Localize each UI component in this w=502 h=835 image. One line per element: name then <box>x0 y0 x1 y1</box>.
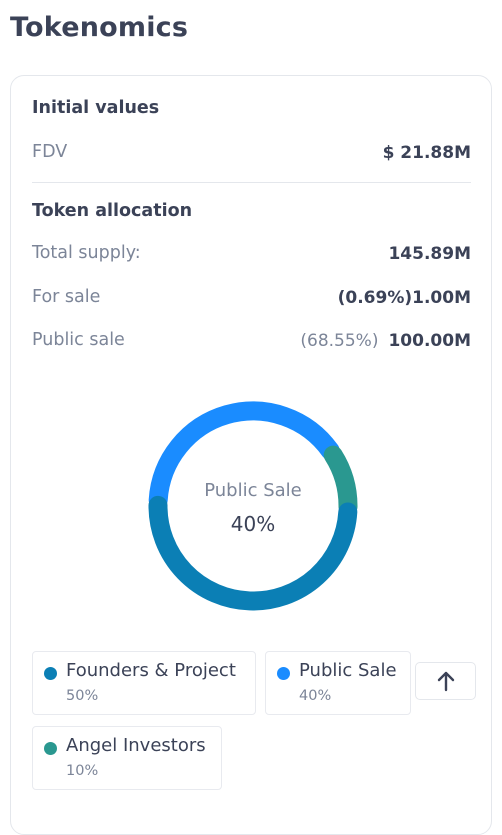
legend-dot-icon <box>277 667 290 680</box>
donut-slice-founders-project[interactable] <box>148 495 358 611</box>
public-sale-value-row: (68.55%) 100.00M <box>300 331 471 351</box>
token-allocation-heading: Token allocation <box>32 201 193 221</box>
initial-values-heading: Initial values <box>32 98 160 118</box>
section-divider <box>32 182 471 183</box>
legend-dot-icon <box>44 742 57 755</box>
scroll-to-top-button[interactable] <box>415 662 476 700</box>
donut-chart <box>11 76 493 636</box>
total-supply-label: Total supply: <box>32 243 141 263</box>
legend-item-public-sale[interactable]: Public Sale 40% <box>265 651 411 715</box>
legend-pct: 40% <box>299 688 332 704</box>
donut-center-value: 40% <box>230 512 276 536</box>
legend-pct: 10% <box>66 763 99 779</box>
legend-name: Founders & Project <box>66 660 236 681</box>
for-sale-value: (0.69%)1.00M <box>337 288 471 308</box>
donut-center-label: Public Sale <box>204 480 302 501</box>
tokenomics-card: Initial values FDV $ 21.88M Token alloca… <box>10 75 492 835</box>
donut-svg <box>148 401 358 611</box>
legend-pct: 50% <box>66 688 99 704</box>
public-sale-label: Public sale <box>32 330 125 350</box>
legend-dot-icon <box>44 667 57 680</box>
donut-slice-public-sale[interactable] <box>148 401 340 510</box>
legend-item-angel-investors[interactable]: Angel Investors 10% <box>32 726 222 790</box>
fdv-value: $ 21.88M <box>382 143 471 163</box>
fdv-label: FDV <box>32 142 68 162</box>
arrow-up-icon <box>437 671 454 692</box>
legend-item-founders[interactable]: Founders & Project 50% <box>32 651 256 715</box>
public-sale-pct: (68.55%) <box>300 331 379 351</box>
legend-name: Angel Investors <box>66 735 206 756</box>
page-title: Tokenomics <box>10 12 189 43</box>
public-sale-value: 100.00M <box>388 331 471 351</box>
total-supply-value: 145.89M <box>388 244 471 264</box>
for-sale-label: For sale <box>32 287 101 307</box>
legend-name: Public Sale <box>299 660 397 681</box>
